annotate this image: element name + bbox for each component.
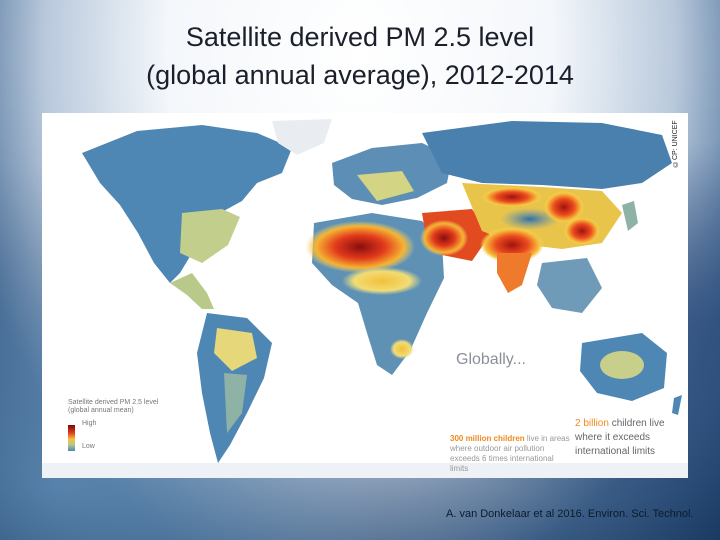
stat-2-billion: 2 billion children live where it exceeds… xyxy=(575,417,685,459)
title-line-2: (global annual average), 2012-2014 xyxy=(146,60,574,90)
region-north-america xyxy=(82,125,292,283)
globally-heading: Globally... xyxy=(456,351,526,368)
citation: A. van Donkelaar et al 2016. Environ. Sc… xyxy=(446,508,694,520)
legend-title: Satellite derived PM 2.5 level (global a… xyxy=(68,399,159,414)
region-tibet-clean xyxy=(500,208,560,230)
hotspot-sahel xyxy=(342,267,422,295)
hotspot-sahara xyxy=(305,221,415,273)
region-southeast-asia xyxy=(537,258,602,313)
world-map-graphic xyxy=(42,119,688,478)
hotspot-southern-africa xyxy=(390,339,414,359)
hotspot-gobi xyxy=(482,187,542,207)
title-line-1: Satellite derived PM 2.5 level xyxy=(185,22,535,52)
pm25-world-map-panel: ©CP: UNICEF Globally... Satellite derive… xyxy=(42,113,688,478)
hotspot-arabia xyxy=(420,220,468,256)
hotspot-china-north xyxy=(544,191,584,223)
legend-color-scale xyxy=(68,425,75,451)
region-japan xyxy=(622,201,638,231)
region-russia xyxy=(422,121,672,189)
region-greenland xyxy=(272,119,332,155)
slide-title: Satellite derived PM 2.5 level (global a… xyxy=(60,18,660,94)
hotspot-east-china xyxy=(564,217,600,245)
region-australia-haze xyxy=(600,351,644,379)
stat-2-billion-text: children live where it exceeds internati… xyxy=(575,418,665,457)
stat-300-million-highlight: 300 million children xyxy=(450,434,525,443)
region-amazon-haze xyxy=(214,328,257,371)
stat-2-billion-highlight: 2 billion xyxy=(575,418,609,429)
region-europe-haze xyxy=(357,171,414,201)
photo-credit: ©CP: UNICEF xyxy=(672,120,679,167)
region-south-asia xyxy=(497,253,532,293)
region-us-east xyxy=(180,209,240,263)
legend-low-label: Low xyxy=(82,443,95,450)
region-new-zealand xyxy=(672,395,682,415)
region-central-america xyxy=(170,273,214,309)
region-antarctica xyxy=(42,463,688,478)
legend-high-label: High xyxy=(82,420,97,427)
stat-300-million: 300 million children live in areas where… xyxy=(450,434,570,474)
region-south-america-south xyxy=(224,373,247,433)
stat-300-million-text: live in areas where outdoor air pollutio… xyxy=(450,434,570,473)
